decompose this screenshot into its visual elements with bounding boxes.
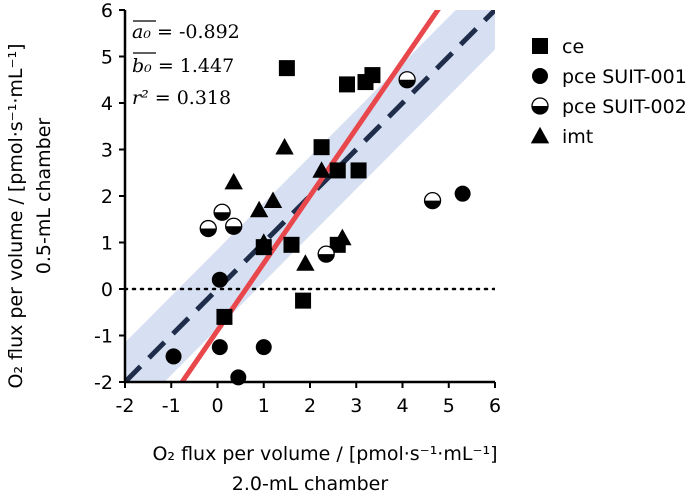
y-tick-label: 6 [101,0,113,22]
x-tick-label: 5 [443,395,455,417]
y-tick-label: 1 [101,233,113,255]
legend-marker-1 [532,68,548,84]
b0-annotation: b₀ = 1.447 [132,55,234,77]
y-tick-label: -2 [94,372,113,394]
reference-lines-layer [125,10,495,382]
y-tick-label: 5 [101,47,113,69]
point-triangle-5 [296,254,315,271]
y-tick-label: 2 [101,186,113,208]
point-triangle-2 [254,233,273,250]
legend-label-1: pce SUIT-001 [562,66,687,88]
x-tick-label: 3 [350,395,362,417]
axes-layer [119,9,496,388]
point-square-0 [216,308,233,325]
point-square-7 [329,162,346,179]
x-axis-label: O₂ flux per volume / [pmol·s⁻¹·mL⁻¹] [152,443,497,465]
point-half-circle-5 [423,191,442,210]
point-circle-5 [454,185,471,202]
point-triangle-6 [312,161,331,178]
data-points-layer [165,60,471,386]
legend-label-2: pce SUIT-002 [562,96,687,118]
x-tick-label: 0 [211,395,223,417]
confidence-band-layer [125,10,495,382]
x-axis-sublabel: 2.0-mL chamber [232,473,389,495]
point-half-circle-0 [199,219,217,238]
tick-labels-layer: -2 -1 0 1 2 3 4 5 6 -2 -1 0 1 2 3 4 5 6 [94,0,501,417]
point-circle-2 [211,339,228,356]
y-tick-label: 3 [101,140,113,162]
point-triangle-4 [275,137,294,155]
point-half-circle-1 [213,203,231,221]
point-square-2 [283,236,300,253]
regression-line [179,10,441,382]
x-tick-label: 4 [396,395,408,417]
r2-annotation: r² = 0.318 [132,87,231,109]
x-tick-label: 2 [304,395,316,417]
confidence-band [125,10,495,382]
x-tick-label: -1 [162,395,181,417]
point-square-8 [339,76,355,93]
fit-annotation: a₀ = -0.892 b₀ = 1.447 r² = 0.318 [132,20,240,109]
y-tick-label: 0 [101,279,113,301]
legend-label-0: ce [562,36,584,58]
y-axis-label: O₂ flux per volume / [pmol·s⁻¹·mL⁻¹] [5,43,27,388]
point-circle-1 [211,271,228,288]
point-triangle-1 [249,200,269,218]
a0-annotation: a₀ = -0.892 [132,21,240,43]
point-half-circle-4 [398,71,416,89]
point-circle-4 [255,339,272,356]
point-circle-0 [165,348,182,365]
x-tick-label: -2 [116,395,135,417]
point-square-3 [278,60,295,77]
x-tick-label: 6 [489,395,501,417]
legend-label-3: imt [562,126,593,148]
legend-marker-2 [531,97,549,115]
legend-marker-3 [530,126,550,144]
point-half-circle-2 [225,217,243,235]
y-axis-sublabel: 0.5-mL chamber [33,118,55,275]
x-tick-label: 1 [258,395,270,417]
point-square-5 [313,139,330,156]
legend-marker-0 [532,38,548,54]
point-square-4 [295,292,312,309]
y-tick-label: -1 [94,326,113,348]
point-half-circle-3 [317,245,335,263]
y-tick-label: 4 [101,93,113,115]
legend: ce pce SUIT-001 pce SUIT-002 imt [530,36,687,148]
point-triangle-3 [263,191,283,209]
point-triangle-0 [224,172,243,190]
identity-line [125,10,495,382]
point-square-11 [364,67,381,84]
point-square-9 [350,162,367,179]
point-triangle-7 [333,228,352,246]
